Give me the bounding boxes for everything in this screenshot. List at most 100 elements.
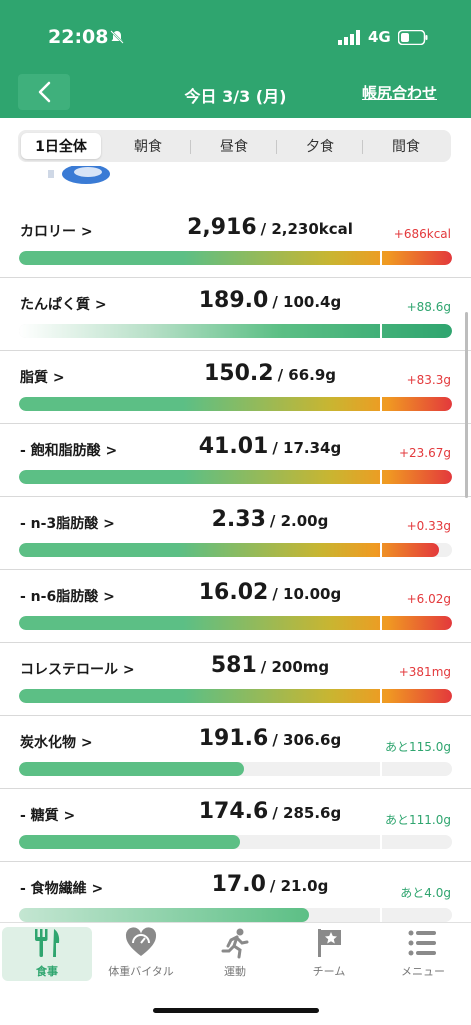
nutrient-values: 2,916/ 2,230kcal [150, 215, 390, 240]
progress-bar-track [19, 835, 452, 849]
progress-bar-track [19, 762, 452, 776]
nutrient-row[interactable]: - n-3脂肪酸 > 2.33/ 2.00g +0.33g [0, 497, 471, 570]
nutrient-label[interactable]: 炭水化物 > [20, 735, 93, 751]
nav-exercise[interactable]: 運動 [190, 927, 280, 981]
target-marker [380, 470, 382, 484]
nutrient-label[interactable]: - n-6脂肪酸 > [20, 589, 115, 605]
nutrient-values: 2.33/ 2.00g [150, 507, 390, 532]
nutrient-target-value: / 200mg [260, 658, 330, 676]
nutrient-label[interactable]: - n-3脂肪酸 > [20, 516, 115, 532]
flag-star-icon [318, 929, 341, 957]
nutrient-intake-value: 174.6 [198, 799, 269, 824]
progress-bar-track [19, 251, 452, 265]
progress-bar-fill [19, 762, 245, 776]
progress-bar-fill [19, 251, 452, 265]
nutrient-difference: あと115.0g [385, 740, 451, 754]
progress-bar-fill [19, 689, 452, 703]
nutrient-target-value: / 17.34g [272, 439, 342, 457]
nutrient-values: 581/ 200mg [150, 653, 390, 678]
target-marker [380, 324, 382, 338]
chevron-left-icon [38, 81, 51, 103]
nutrient-row[interactable]: - 食物繊維 > 17.0/ 21.0g あと4.0g [0, 862, 471, 935]
nutrient-difference: +0.33g [406, 519, 451, 533]
nav-meals[interactable]: 食事 [2, 927, 92, 981]
tab-lunch[interactable]: 昼食 [220, 139, 248, 155]
nutrient-intake-value: 581 [210, 653, 257, 678]
nutrient-difference: あと111.0g [385, 813, 451, 827]
nutrient-difference: +381mg [398, 665, 451, 679]
nutrient-intake-value: 17.0 [211, 872, 266, 897]
target-marker [380, 543, 382, 557]
nav-weight-vitals[interactable]: 体重バイタル [96, 927, 186, 981]
nutrient-values: 189.0/ 100.4g [150, 288, 390, 313]
progress-bar-track [19, 616, 452, 630]
nav-label: 食事 [36, 965, 58, 978]
bottom-tab-bar: 食事 体重バイタル 運動 チーム メニュー [0, 922, 471, 1025]
nutrient-label[interactable]: - 食物繊維 > [20, 881, 104, 897]
partial-badge-icon [48, 166, 110, 184]
tab-breakfast[interactable]: 朝食 [134, 139, 162, 155]
nutrient-difference: +23.67g [398, 446, 451, 460]
nutrient-row[interactable]: カロリー > 2,916/ 2,230kcal +686kcal [0, 205, 471, 278]
progress-bar-fill [19, 616, 452, 630]
progress-bar-track [19, 689, 452, 703]
nutrient-row[interactable]: - 飽和脂肪酸 > 41.01/ 17.34g +23.67g [0, 424, 471, 497]
scrollbar[interactable] [465, 312, 468, 498]
target-marker [380, 689, 382, 703]
nutrient-label[interactable]: 脂質 > [20, 370, 65, 386]
running-icon [221, 928, 249, 959]
adjust-balance-link[interactable]: 帳尻合わせ [361, 84, 437, 102]
nutrient-target-value: / 10.00g [272, 585, 342, 603]
progress-bar-fill [19, 470, 452, 484]
nutrient-target-value: / 66.9g [277, 366, 337, 384]
progress-bar-fill [19, 543, 439, 557]
nutrient-target-value: / 2.00g [269, 512, 329, 530]
progress-bar-track [19, 324, 452, 338]
nutrient-label[interactable]: - 糖質 > [20, 808, 76, 824]
progress-bar-fill [19, 835, 240, 849]
progress-bar-track [19, 543, 452, 557]
nutrient-label[interactable]: カロリー > [20, 224, 93, 240]
nutrient-values: 17.0/ 21.0g [150, 872, 390, 897]
nav-team[interactable]: チーム [284, 927, 374, 981]
nav-label: 体重バイタル [108, 965, 174, 978]
nav-label: 運動 [224, 965, 246, 978]
nutrient-difference: +686kcal [393, 227, 451, 241]
nutrient-target-value: / 2,230kcal [260, 220, 353, 238]
nutrient-row[interactable]: - n-6脂肪酸 > 16.02/ 10.00g +6.02g [0, 570, 471, 643]
home-indicator [153, 1008, 319, 1013]
nutrient-intake-value: 41.01 [198, 434, 269, 459]
nutrient-label[interactable]: - 飽和脂肪酸 > [20, 443, 118, 459]
tab-snack[interactable]: 間食 [392, 139, 420, 155]
nutrient-row[interactable]: たんぱく質 > 189.0/ 100.4g +88.6g [0, 278, 471, 351]
progress-bar-track [19, 908, 452, 922]
nutrient-target-value: / 285.6g [272, 804, 342, 822]
tab-dinner[interactable]: 夕食 [306, 139, 334, 155]
target-marker [380, 835, 382, 849]
nutrient-values: 16.02/ 10.00g [150, 580, 390, 605]
nutrient-values: 191.6/ 306.6g [150, 726, 390, 751]
nutrient-row[interactable]: 脂質 > 150.2/ 66.9g +83.3g [0, 351, 471, 424]
tab-divider [362, 140, 363, 154]
target-marker [380, 397, 382, 411]
utensils-icon [35, 929, 60, 957]
nutrient-values: 41.01/ 17.34g [150, 434, 390, 459]
tab-all-day[interactable]: 1日全体 [21, 133, 101, 159]
target-marker [380, 251, 382, 265]
nutrient-label[interactable]: コレステロール > [20, 662, 135, 678]
nav-menu[interactable]: メニュー [378, 927, 468, 981]
nutrient-row[interactable]: コレステロール > 581/ 200mg +381mg [0, 643, 471, 716]
nutrient-row[interactable]: - 糖質 > 174.6/ 285.6g あと111.0g [0, 789, 471, 862]
back-button[interactable] [18, 74, 70, 110]
nutrient-row[interactable]: 炭水化物 > 191.6/ 306.6g あと115.0g [0, 716, 471, 789]
nutrient-target-value: / 100.4g [272, 293, 342, 311]
nutrient-target-value: / 306.6g [272, 731, 342, 749]
progress-bar-track [19, 470, 452, 484]
menu-list-icon [408, 930, 436, 956]
nutrient-label[interactable]: たんぱく質 > [20, 297, 107, 313]
nutrient-target-value: / 21.0g [269, 877, 329, 895]
nutrient-intake-value: 16.02 [198, 580, 269, 605]
nutrient-difference: +88.6g [406, 300, 451, 314]
status-time: 22:08 [48, 26, 109, 48]
nutrient-difference: +83.3g [406, 373, 451, 387]
